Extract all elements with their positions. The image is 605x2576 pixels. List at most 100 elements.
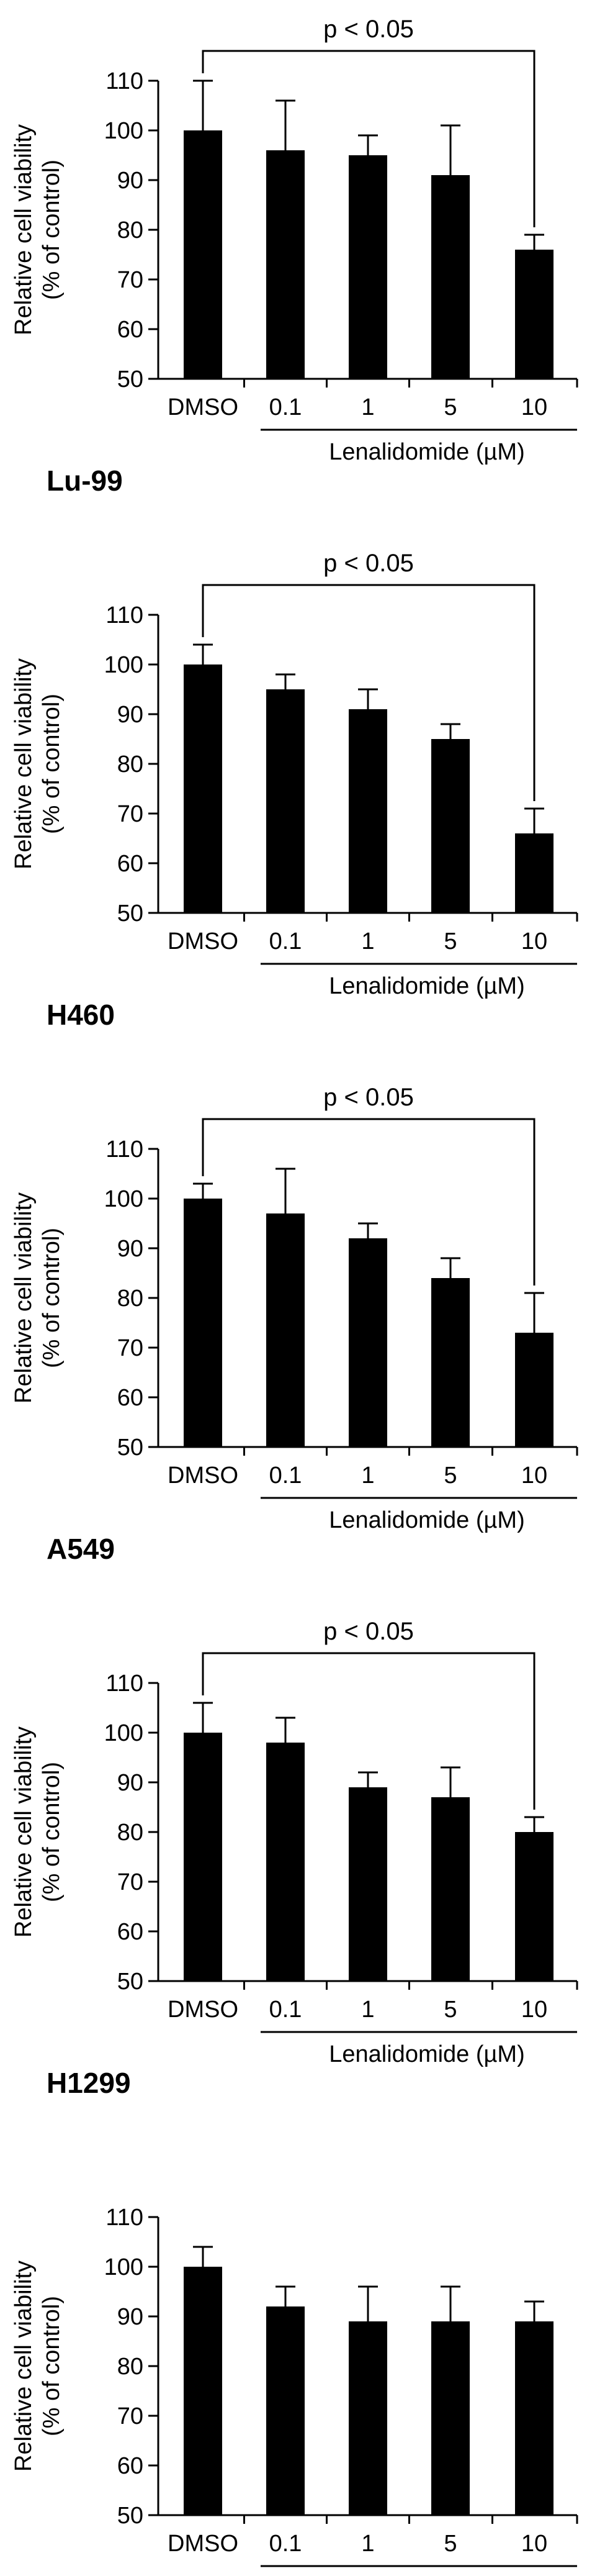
significance-bracket bbox=[202, 50, 536, 227]
x-tick-label: 1 bbox=[361, 928, 374, 955]
chart-panel-h460: 50 60 70 80 90 100 110 DMSO 0.1 1 5 10 Lenalidomide … bbox=[11, 550, 578, 1031]
x-tick-label: DMSO bbox=[168, 1997, 238, 2023]
bar-5 bbox=[431, 175, 470, 379]
y-tick-label: 90 bbox=[117, 702, 143, 728]
y-axis-label-line-1: Relative cell viability bbox=[11, 1726, 37, 1938]
x-tick-label: DMSO bbox=[168, 1463, 238, 1489]
panel-label: H460 bbox=[47, 999, 115, 1031]
significance-label: p < 0.05 bbox=[323, 1618, 414, 1645]
x-tick-label: 5 bbox=[444, 394, 457, 420]
x-tick-label: 0.1 bbox=[269, 394, 302, 420]
x-tick-label: DMSO bbox=[168, 928, 238, 955]
bar-0.1 bbox=[266, 689, 305, 913]
y-tick-label: 80 bbox=[117, 2354, 143, 2380]
y-tick-label: 100 bbox=[104, 118, 143, 144]
x-axis-label: Lenalidomide (µM) bbox=[329, 2041, 524, 2067]
bar-DMSO bbox=[184, 1199, 222, 1447]
y-tick-label: 50 bbox=[117, 1969, 143, 1995]
x-tick-label: 1 bbox=[361, 1463, 374, 1489]
bar-0.1 bbox=[266, 2306, 305, 2515]
x-tick-label: 10 bbox=[521, 2531, 547, 2557]
x-tick-label: 1 bbox=[361, 2531, 374, 2557]
y-axis-label-line-2: (% of control) bbox=[38, 160, 65, 300]
y-tick-label: 80 bbox=[117, 217, 143, 243]
y-tick-label: 100 bbox=[104, 2254, 143, 2280]
bar-5 bbox=[431, 2321, 470, 2515]
y-tick-label: 70 bbox=[117, 801, 143, 827]
y-tick-label: 60 bbox=[117, 2453, 143, 2479]
bar-10 bbox=[515, 833, 553, 913]
bar-0.1 bbox=[266, 150, 305, 379]
y-tick-label: 90 bbox=[117, 2304, 143, 2330]
panel-label: A549 bbox=[47, 1533, 115, 1565]
panel-label: H1299 bbox=[47, 2067, 131, 2099]
y-tick-label: 110 bbox=[105, 68, 143, 94]
x-tick-label: 5 bbox=[444, 2531, 457, 2557]
bar-0.1 bbox=[266, 1743, 305, 1981]
significance-label: p < 0.05 bbox=[323, 1084, 414, 1111]
x-tick-label: 5 bbox=[444, 1997, 457, 2023]
x-tick-label: 1 bbox=[361, 1997, 374, 2023]
bar-DMSO bbox=[184, 1733, 222, 1981]
x-tick-label: 1 bbox=[361, 394, 374, 420]
chart-panel-ebc1: 5060708090100110DMSO0.11510Lenalidomide … bbox=[11, 2205, 578, 2576]
x-tick-label: 0.1 bbox=[269, 1997, 302, 2023]
chart-panel-h1299: 50 60 70 80 90 100 110 DMSO 0.1 1 5 10 Lenalidomide … bbox=[11, 1618, 578, 2099]
x-tick-label: 10 bbox=[521, 928, 547, 955]
chart-panel-a549: 50 60 70 80 90 100 110 DMSO 0.1 1 5 10 Lenalidomide … bbox=[11, 1084, 578, 1565]
significance-bracket bbox=[202, 584, 536, 801]
y-tick-label: 80 bbox=[117, 1820, 143, 1846]
y-axis-label-line-1: Relative cell viability bbox=[11, 2261, 37, 2472]
y-tick-label: 110 bbox=[105, 602, 143, 628]
x-tick-label: 10 bbox=[521, 1463, 547, 1489]
y-axis-label-line-2: (% of control) bbox=[38, 2296, 65, 2436]
bar-5 bbox=[431, 1278, 470, 1447]
x-tick-label: 0.1 bbox=[269, 1463, 302, 1489]
x-axis-label: Lenalidomide (µM) bbox=[329, 973, 524, 999]
significance-label: p < 0.05 bbox=[323, 16, 414, 43]
bar-0.1 bbox=[266, 1213, 305, 1447]
chart-panel-lu-99: 50 60 70 80 90 100 110 DMSO 0.1 1 5 10 Lenalidomide … bbox=[11, 16, 578, 497]
y-axis-label-line-1: Relative cell viability bbox=[11, 1192, 37, 1404]
bar-DMSO bbox=[184, 130, 222, 379]
y-tick-label: 100 bbox=[104, 652, 143, 678]
bar-DMSO bbox=[184, 664, 222, 913]
x-tick-label: 10 bbox=[521, 394, 547, 420]
y-tick-label: 70 bbox=[117, 1869, 143, 1895]
y-tick-label: 110 bbox=[105, 2205, 143, 2231]
y-tick-label: 70 bbox=[117, 2403, 143, 2429]
y-tick-label: 70 bbox=[117, 1335, 143, 1361]
y-tick-label: 90 bbox=[117, 1236, 143, 1262]
y-tick-label: 70 bbox=[117, 267, 143, 293]
y-tick-label: 50 bbox=[117, 366, 143, 392]
bar-10 bbox=[515, 1333, 553, 1447]
significance-bracket bbox=[202, 1652, 536, 1810]
x-tick-label: DMSO bbox=[168, 394, 238, 420]
y-tick-label: 100 bbox=[104, 1186, 143, 1212]
y-axis-label-line-2: (% of control) bbox=[38, 1228, 65, 1368]
y-tick-label: 80 bbox=[117, 751, 143, 778]
y-tick-label: 110 bbox=[105, 1671, 143, 1697]
y-tick-label: 60 bbox=[117, 1385, 143, 1411]
bar-1 bbox=[349, 1787, 387, 1981]
y-tick-label: 50 bbox=[117, 900, 143, 927]
y-tick-label: 50 bbox=[117, 2503, 143, 2529]
y-axis-label-line-1: Relative cell viability bbox=[11, 658, 37, 869]
y-tick-label: 100 bbox=[104, 1720, 143, 1746]
bar-1 bbox=[349, 2321, 387, 2515]
x-tick-label: 5 bbox=[444, 1463, 457, 1489]
y-axis-label-line-2: (% of control) bbox=[38, 1762, 65, 1902]
significance-label: p < 0.05 bbox=[323, 550, 414, 577]
significance-bracket bbox=[202, 1118, 536, 1286]
y-tick-label: 60 bbox=[117, 1919, 143, 1945]
x-tick-label: 5 bbox=[444, 928, 457, 955]
y-tick-label: 90 bbox=[117, 1770, 143, 1796]
y-tick-label: 110 bbox=[105, 1136, 143, 1163]
bar-10 bbox=[515, 2321, 553, 2515]
y-axis-label-line-1: Relative cell viability bbox=[11, 124, 37, 335]
bar-1 bbox=[349, 709, 387, 913]
x-axis-label: Lenalidomide (µM) bbox=[329, 439, 524, 465]
panel-label: Lu-99 bbox=[47, 465, 123, 497]
x-tick-label: 0.1 bbox=[269, 928, 302, 955]
